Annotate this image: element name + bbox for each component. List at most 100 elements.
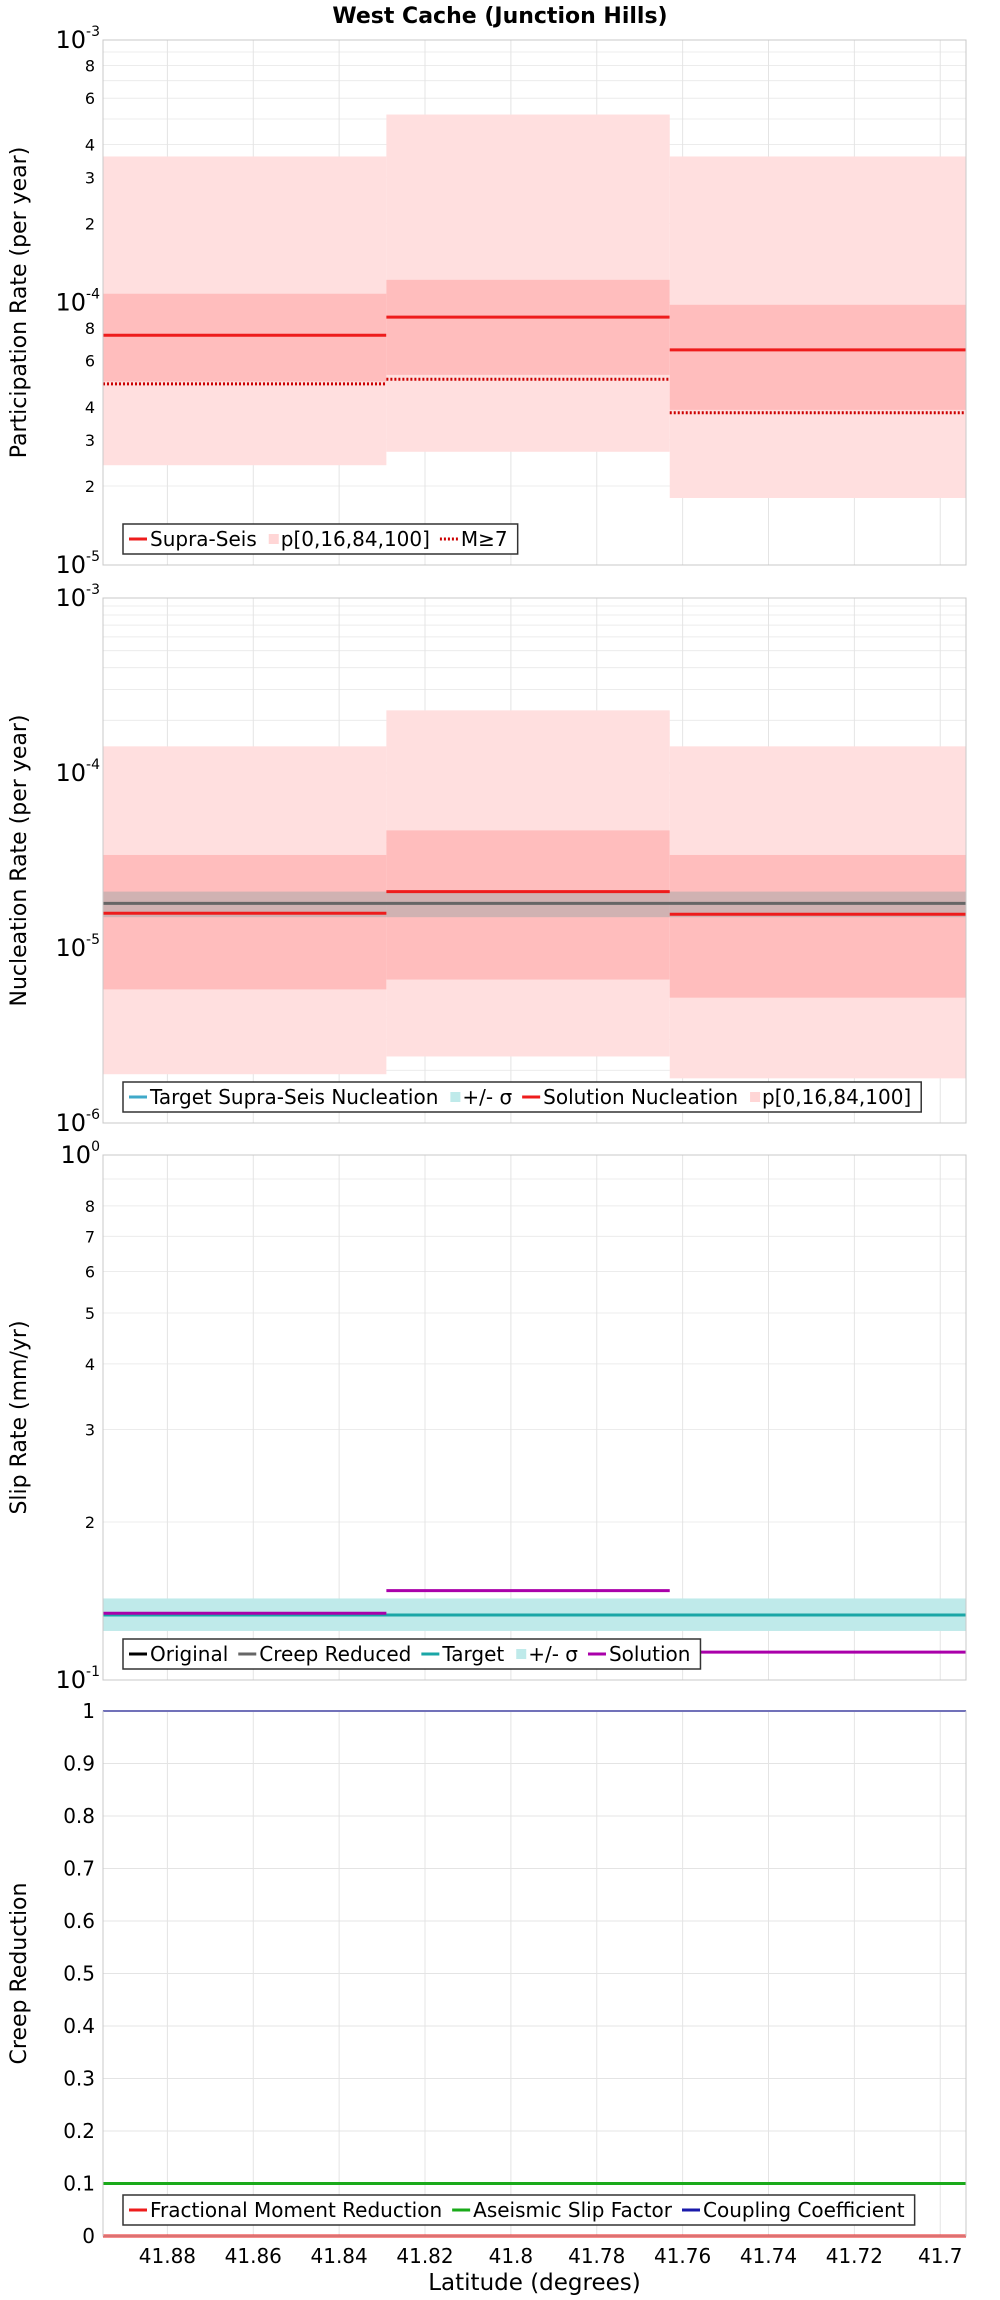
y-tick-label: 10-5 bbox=[55, 549, 100, 579]
y-tick-label: 3 bbox=[85, 168, 95, 187]
y-tick-label: 4 bbox=[85, 398, 95, 417]
y-axis-label: Participation Rate (per year) bbox=[7, 147, 32, 459]
x-tick-label: 41.86 bbox=[225, 2244, 282, 2268]
y-tick-label: 0.2 bbox=[63, 2119, 95, 2143]
slip-rate-panel: 100 10-1 8 7 6 5 4 3 2 Slip Rate (mm/yr) Original C… bbox=[7, 1139, 967, 1694]
p16-p84-band bbox=[103, 854, 387, 990]
legend-label: Target Supra-Seis Nucleation bbox=[149, 1085, 438, 1109]
y-tick-label: 3 bbox=[85, 431, 95, 450]
legend-label: p[0,16,84,100] bbox=[281, 527, 430, 551]
y-tick-label: 8 bbox=[85, 1197, 95, 1216]
y-tick-label: 2 bbox=[85, 477, 95, 496]
y-axis-label: Nucleation Rate (per year) bbox=[7, 715, 32, 1007]
x-tick-label: 41.78 bbox=[568, 2244, 625, 2268]
y-tick-label: 100 bbox=[61, 1139, 100, 1169]
y-tick-label: 6 bbox=[85, 89, 95, 108]
y-tick-labels: 0 0.1 0.2 0.3 0.4 0.5 0.6 0.7 0.8 0.9 1 bbox=[63, 1699, 95, 2248]
y-tick-label: 2 bbox=[85, 1513, 95, 1532]
legend-label: +/- σ bbox=[528, 1642, 578, 1666]
x-axis-label: Latitude (degrees) bbox=[428, 2270, 641, 2296]
p16-p84-band bbox=[103, 293, 387, 382]
p16-p84-band bbox=[669, 854, 966, 998]
legend-label: Original bbox=[150, 1642, 228, 1666]
y-tick-label: 10-6 bbox=[55, 1107, 100, 1137]
data-layer bbox=[103, 710, 966, 1079]
x-tick-label: 41.8 bbox=[489, 2244, 534, 2268]
legend-label: p[0,16,84,100] bbox=[762, 1085, 911, 1109]
y-tick-labels: 100 10-1 8 7 6 5 4 3 2 bbox=[55, 1139, 100, 1694]
y-tick-label: 4 bbox=[85, 135, 95, 154]
figure-title: West Cache (Junction Hills) bbox=[332, 4, 667, 29]
y-axis-label: Creep Reduction bbox=[7, 1883, 32, 2065]
y-tick-label: 10-1 bbox=[55, 1664, 100, 1694]
creep-reduction-panel: 0 0.1 0.2 0.3 0.4 0.5 0.6 0.7 0.8 0.9 1 Creep Reduc… bbox=[7, 1699, 967, 2296]
gridlines bbox=[103, 1154, 966, 1681]
y-tick-labels: 10-3 10-4 10-5 10-6 bbox=[55, 582, 100, 1137]
x-tick-label: 41.76 bbox=[654, 2244, 711, 2268]
p16-p84-band bbox=[386, 279, 670, 375]
y-tick-label: 3 bbox=[85, 1421, 95, 1440]
x-tick-label: 41.84 bbox=[311, 2244, 368, 2268]
y-tick-labels: 10-3 10-4 10-5 8 6 4 3 2 8 6 4 3 2 bbox=[55, 24, 100, 579]
legend-label: Target bbox=[441, 1642, 504, 1666]
y-tick-label: 7 bbox=[85, 1227, 95, 1246]
y-tick-label: 0 bbox=[82, 2224, 95, 2248]
legend: Fractional Moment Reduction Aseismic Slip… bbox=[122, 2194, 916, 2226]
y-tick-label: 5 bbox=[85, 1304, 95, 1323]
x-tick-label: 41.7 bbox=[918, 2244, 963, 2268]
legend-label: Aseismic Slip Factor bbox=[473, 2198, 673, 2222]
legend-label: Solution bbox=[609, 1642, 690, 1666]
y-tick-label: 0.4 bbox=[63, 2014, 95, 2038]
y-tick-label: 10-5 bbox=[55, 932, 100, 962]
legend-label: Creep Reduced bbox=[259, 1642, 411, 1666]
y-tick-label: 0.5 bbox=[63, 1962, 95, 1986]
legend-label: Solution Nucleation bbox=[543, 1085, 738, 1109]
legend-swatch bbox=[516, 1649, 527, 1659]
legend-box bbox=[122, 1081, 922, 1113]
y-tick-label: 6 bbox=[85, 352, 95, 371]
legend-label: Coupling Coefficient bbox=[703, 2198, 905, 2222]
plot-area bbox=[103, 1155, 966, 1680]
y-tick-label: 2 bbox=[85, 214, 95, 233]
y-tick-label: 10-3 bbox=[55, 582, 100, 612]
y-tick-label: 0.3 bbox=[63, 2067, 95, 2091]
legend: Target Supra-Seis Nucleation +/- σ Solutio… bbox=[122, 1081, 922, 1113]
legend: Original Creep Reduced Target +/- σ Solution bbox=[122, 1638, 702, 1670]
legend-label: Supra-Seis bbox=[150, 527, 257, 551]
plot-frame bbox=[102, 1154, 967, 1681]
nucleation-rate-panel: 10-3 10-4 10-5 10-6 Nucleation Rate (per yea… bbox=[7, 582, 967, 1137]
x-tick-label: 41.72 bbox=[826, 2244, 883, 2268]
y-tick-label: 0.6 bbox=[63, 1909, 95, 1933]
plot-frame bbox=[102, 39, 967, 566]
p16-p84-band bbox=[669, 304, 966, 410]
plot-frame bbox=[102, 597, 967, 1124]
legend-label: +/- σ bbox=[462, 1085, 512, 1109]
legend-swatch bbox=[268, 534, 279, 544]
y-tick-label: 0.9 bbox=[63, 1752, 95, 1776]
x-tick-label: 41.88 bbox=[139, 2244, 196, 2268]
legend: Supra-Seis p[0,16,84,100] M≥7 bbox=[122, 523, 519, 555]
x-tick-label: 41.74 bbox=[740, 2244, 797, 2268]
y-tick-label: 1 bbox=[82, 1699, 95, 1723]
data-layer bbox=[103, 114, 966, 498]
legend-swatch bbox=[750, 1092, 761, 1102]
legend-label: M≥7 bbox=[461, 527, 508, 551]
y-axis-label: Slip Rate (mm/yr) bbox=[7, 1320, 32, 1514]
y-tick-label: 10-3 bbox=[55, 24, 100, 54]
y-tick-label: 8 bbox=[85, 319, 95, 338]
y-tick-label: 0.7 bbox=[63, 1857, 95, 1881]
y-tick-label: 10-4 bbox=[55, 757, 100, 787]
legend-swatch bbox=[450, 1092, 461, 1102]
y-tick-label: 0.1 bbox=[63, 2172, 95, 2196]
y-tick-label: 8 bbox=[85, 56, 95, 75]
y-tick-label: 6 bbox=[85, 1262, 95, 1281]
legend-label: Fractional Moment Reduction bbox=[150, 2198, 442, 2222]
x-tick-label: 41.82 bbox=[396, 2244, 453, 2268]
data-layer bbox=[103, 1589, 966, 1654]
y-tick-label: 4 bbox=[85, 1355, 95, 1374]
legend-box bbox=[122, 2194, 916, 2226]
plot-frame bbox=[102, 1710, 967, 2237]
legend-box bbox=[122, 523, 519, 555]
y-tick-label: 0.8 bbox=[63, 1804, 95, 1828]
